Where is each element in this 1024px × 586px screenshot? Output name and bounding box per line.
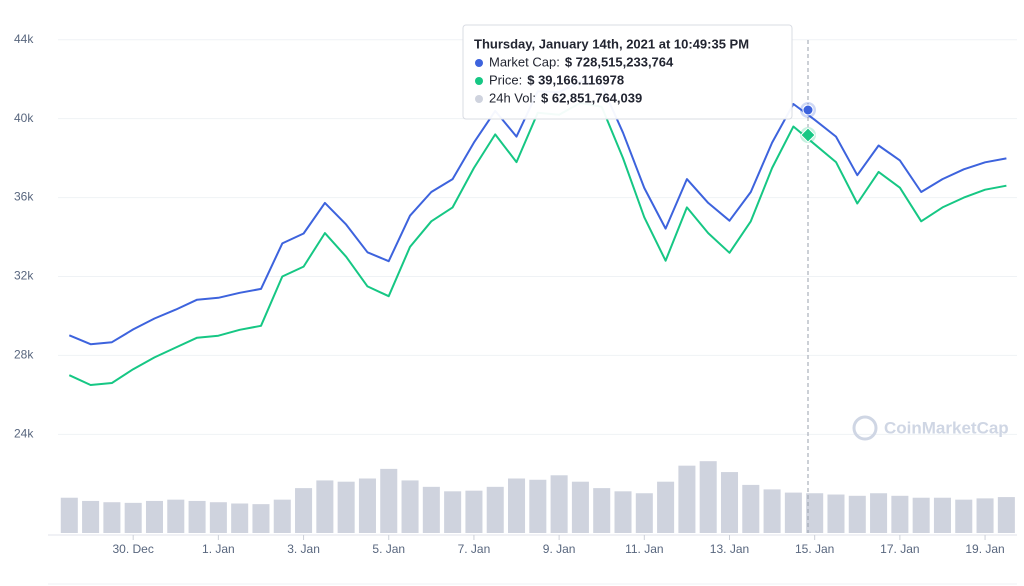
tooltip-value: $ 728,515,233,764 bbox=[565, 54, 674, 69]
volume-bar bbox=[486, 486, 504, 533]
tooltip-label: Market Cap: bbox=[489, 54, 560, 69]
tooltip-box bbox=[462, 24, 793, 120]
volume-bar bbox=[465, 490, 483, 533]
volume-bar bbox=[145, 500, 164, 533]
volume-bar bbox=[699, 461, 717, 533]
volume-bar bbox=[167, 499, 185, 533]
tooltip-swatch bbox=[475, 59, 483, 67]
volume-bar bbox=[997, 497, 1015, 533]
volume-bar bbox=[103, 502, 121, 533]
hover-marker bbox=[800, 127, 816, 143]
volume-bar bbox=[635, 493, 653, 533]
volume-bar bbox=[827, 494, 845, 533]
volume-bar bbox=[508, 478, 526, 533]
volume-bar bbox=[401, 480, 419, 533]
volume-bar bbox=[358, 478, 376, 533]
hover-marker bbox=[802, 104, 814, 116]
x-tick-label: 3. Jan bbox=[287, 542, 320, 556]
volume-bar bbox=[912, 497, 930, 533]
lines bbox=[68, 80, 1007, 386]
tooltip-value: $ 39,166.116978 bbox=[527, 72, 624, 87]
watermark: CoinMarketCap bbox=[852, 415, 1009, 441]
volume-bar bbox=[188, 500, 206, 533]
volume-bar bbox=[444, 491, 462, 533]
volume-bar bbox=[720, 472, 739, 533]
volume-bar bbox=[870, 493, 888, 533]
tooltip-title: Thursday, January 14th, 2021 at 10:49:35… bbox=[474, 36, 749, 51]
tooltip-label: Price: bbox=[489, 72, 522, 87]
tooltip-value: $ 62,851,764,039 bbox=[541, 90, 642, 105]
y-tick-label: 44k bbox=[14, 32, 34, 46]
x-tick-label: 30. Dec bbox=[113, 542, 154, 556]
volume-bar bbox=[976, 498, 994, 533]
volume-bar bbox=[316, 480, 334, 533]
ticks: 24k 28k 32k 36k 40k 44k 30. Dec 1. Jan 3. Jan 5. … bbox=[14, 32, 1005, 556]
volume-bar bbox=[678, 465, 696, 533]
volume-bars bbox=[60, 461, 1015, 533]
y-tick-label: 32k bbox=[14, 269, 34, 283]
volume-bar bbox=[848, 495, 866, 533]
x-tick-label: 17. Jan bbox=[880, 542, 919, 556]
volume-bar bbox=[806, 493, 824, 533]
volume-bar bbox=[763, 489, 781, 533]
tooltip-swatch bbox=[475, 77, 483, 85]
volume-bar bbox=[571, 481, 589, 533]
volume-bar bbox=[231, 503, 249, 533]
volume-bar bbox=[380, 468, 398, 533]
x-tick-label: 5. Jan bbox=[372, 542, 405, 556]
volume-bar bbox=[955, 499, 973, 533]
y-tick-label: 24k bbox=[14, 427, 34, 441]
volume-bar bbox=[742, 484, 760, 533]
watermark-logo bbox=[852, 415, 878, 441]
tooltip-swatch bbox=[475, 95, 483, 103]
y-tick-label: 40k bbox=[14, 111, 34, 125]
volume-bar bbox=[422, 486, 440, 533]
y-tick-label: 28k bbox=[14, 348, 34, 362]
x-tick-label: 11. Jan bbox=[625, 542, 663, 556]
y-tick-label: 36k bbox=[14, 190, 34, 204]
volume-bar bbox=[593, 488, 611, 533]
line-series bbox=[68, 80, 1007, 346]
volume-bar bbox=[209, 502, 227, 533]
volume-bar bbox=[529, 479, 547, 533]
line-series bbox=[68, 101, 1007, 386]
volume-bar bbox=[614, 491, 632, 533]
volume-bar bbox=[337, 481, 355, 533]
x-tick-label: 7. Jan bbox=[458, 542, 491, 556]
volume-bar bbox=[657, 481, 675, 533]
watermark-text: CoinMarketCap bbox=[884, 418, 1009, 437]
x-tick-label: 9. Jan bbox=[543, 542, 576, 556]
volume-bar bbox=[82, 500, 100, 533]
volume-bar bbox=[273, 499, 291, 533]
volume-bar bbox=[784, 492, 802, 533]
volume-bar bbox=[252, 504, 270, 533]
volume-bar bbox=[295, 488, 313, 533]
volume-bar bbox=[891, 495, 909, 533]
volume-bar bbox=[550, 475, 568, 533]
tooltip-label: 24h Vol: bbox=[489, 90, 536, 105]
tooltip: Thursday, January 14th, 2021 at 10:49:35… bbox=[462, 24, 793, 120]
volume-bar bbox=[933, 497, 951, 533]
x-tick-label: 19. Jan bbox=[965, 542, 1004, 556]
volume-bar bbox=[60, 497, 78, 533]
x-tick-label: 15. Jan bbox=[795, 542, 834, 556]
x-tick-label: 13. Jan bbox=[710, 542, 749, 556]
volume-bar bbox=[124, 502, 142, 533]
x-tick-label: 1. Jan bbox=[202, 542, 235, 556]
